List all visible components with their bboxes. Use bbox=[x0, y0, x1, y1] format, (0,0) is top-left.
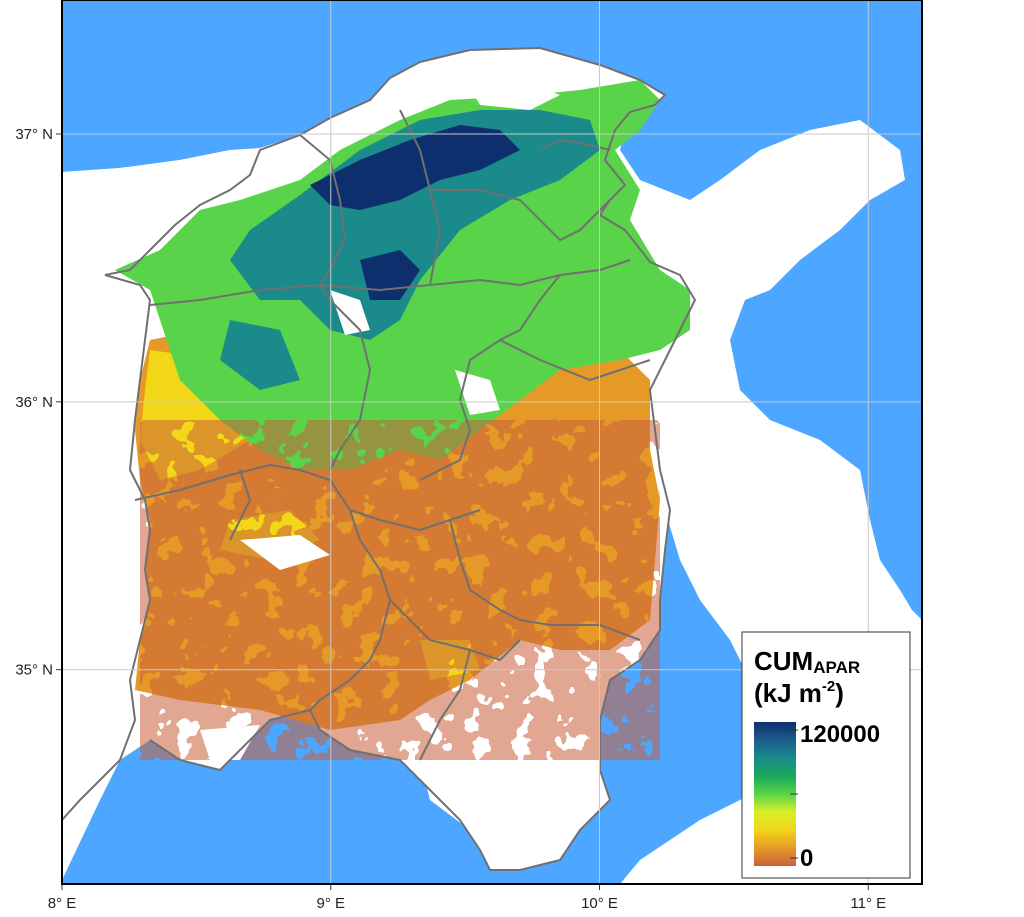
x-tick-label: 9° E bbox=[316, 895, 345, 912]
y-tick-label: 35° N bbox=[15, 662, 53, 679]
border-1 bbox=[149, 283, 372, 471]
map-frame bbox=[61, 0, 923, 885]
border-10 bbox=[349, 509, 521, 662]
raster-no-data bbox=[200, 80, 560, 840]
land-algeria bbox=[62, 150, 260, 820]
border-3 bbox=[299, 134, 347, 286]
border-12 bbox=[229, 469, 252, 541]
border-2 bbox=[319, 259, 631, 292]
border-5 bbox=[430, 189, 611, 242]
x-tick-label: 10° E bbox=[581, 895, 618, 912]
legend-min-label: 0 bbox=[800, 845, 813, 872]
x-tick-label: 8° E bbox=[48, 895, 77, 912]
axis-ticks: 8° E 9° E 10° E 11° E 35° N 36° N 37° N bbox=[15, 126, 886, 912]
legend-max-label: 120000 bbox=[800, 721, 880, 748]
border-outline bbox=[61, 46, 697, 871]
land-west bbox=[62, 48, 922, 884]
border-9 bbox=[134, 463, 481, 532]
y-tick-label: 36° N bbox=[15, 394, 53, 411]
legend-colorbar bbox=[754, 722, 796, 866]
cumulative-apar-raster bbox=[115, 80, 690, 840]
border-8 bbox=[499, 339, 651, 382]
raster-speckle bbox=[140, 420, 660, 760]
border-11 bbox=[449, 519, 641, 641]
raster-peak-values bbox=[310, 125, 520, 300]
raster-very-high-values bbox=[220, 110, 600, 390]
legend-unit: (kJ m-2) bbox=[754, 678, 844, 708]
legend: CUMAPAR (kJ m-2) 120000 0 bbox=[741, 631, 911, 879]
x-tick-label: 11° E bbox=[850, 895, 886, 912]
y-tick-label: 37° N bbox=[15, 126, 53, 143]
border-7 bbox=[419, 274, 561, 481]
governorate-borders bbox=[61, 46, 697, 871]
legend-title: CUMAPAR bbox=[754, 646, 860, 677]
